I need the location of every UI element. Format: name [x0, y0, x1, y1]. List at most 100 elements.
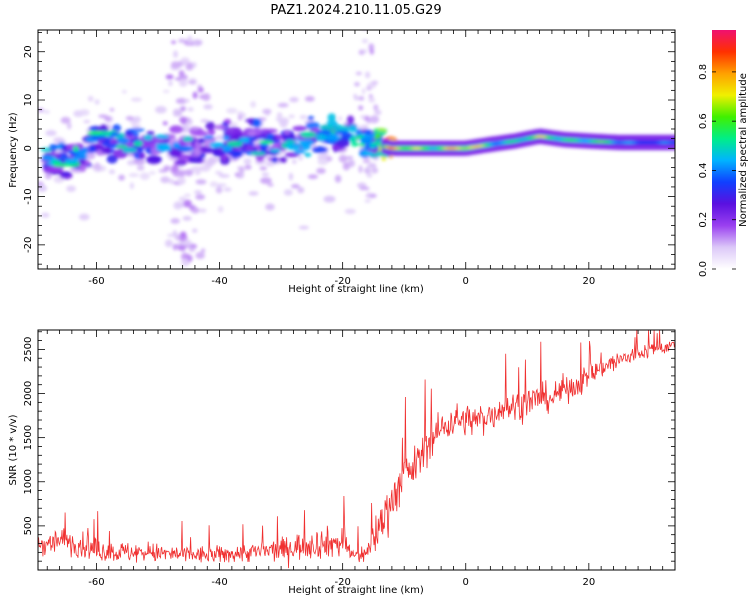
spectrogram-cell	[176, 169, 187, 174]
spectrogram-cell	[322, 151, 329, 156]
spectrogram-cell	[262, 108, 272, 115]
spectrogram-cell	[180, 57, 190, 66]
spectrogram-cell	[359, 136, 371, 144]
spectrogram-cell	[183, 239, 192, 247]
spectrogram-cell	[220, 154, 228, 161]
spectrogram-cell	[168, 178, 175, 185]
spectrogram-cell	[184, 169, 194, 177]
spectrogram-cell	[168, 148, 183, 158]
spectrogram-cell	[319, 124, 336, 131]
spectrogram-cell	[357, 182, 367, 189]
spectrogram-cell	[43, 167, 54, 174]
spectrogram-cell	[72, 145, 79, 152]
spectrogram-cell	[349, 136, 358, 142]
spectrogram-cell	[122, 90, 127, 94]
spectrogram-cell	[180, 106, 186, 112]
spectrogram-cell	[200, 119, 210, 123]
spectrogram-cell	[203, 135, 214, 140]
spectrogram-cell	[182, 216, 192, 221]
spectrogram-cell	[215, 170, 221, 175]
spectrogram-cell	[338, 116, 343, 121]
spectrogram-cell	[359, 142, 366, 147]
spectrogram-cell	[297, 186, 305, 194]
spectrogram-cell	[358, 19, 361, 24]
spectrogram-cell	[131, 123, 141, 129]
spectrogram-frame	[37, 29, 676, 270]
spectrogram-cell	[248, 191, 259, 196]
spectrogram-cell	[195, 179, 207, 185]
spectrogram-cell	[38, 107, 44, 113]
spectrogram-cell	[85, 151, 96, 160]
spectrogram-cell	[271, 156, 278, 164]
spectrogram-cell	[162, 89, 170, 93]
spectrogram-cell	[132, 116, 141, 124]
spectrogram-cell	[355, 71, 362, 76]
spectrogram-cell	[130, 97, 142, 102]
snr-y-tick-label: 2000	[23, 381, 34, 406]
spectrogram-cell	[279, 156, 288, 163]
spectrogram-cell	[61, 171, 71, 177]
spectrogram-cell	[192, 39, 203, 46]
spectrogram-cell	[129, 182, 134, 190]
spectrogram-cell	[83, 120, 91, 124]
spectrogram-cell	[373, 104, 379, 111]
spectrogram-cell	[348, 124, 358, 133]
spectrogram-cell	[226, 140, 243, 147]
spectrogram-cell	[362, 88, 366, 95]
spectrogram-cell	[180, 231, 187, 238]
spectrogram-cell	[344, 208, 356, 215]
spectrogram-cell	[351, 142, 360, 147]
spectrogram-cell	[277, 102, 289, 108]
spectrogram-cell	[170, 61, 181, 69]
spectrogram-cell	[92, 164, 100, 169]
spectrogram-cell	[91, 135, 107, 140]
colorbar-tick-label: 0.8	[698, 64, 709, 80]
spectrogram-cell	[326, 120, 338, 126]
spectrogram-cell	[362, 49, 367, 53]
spectrogram-cell	[173, 50, 179, 58]
spectrogram-cell	[165, 74, 174, 80]
spectrogram-cell	[182, 136, 194, 142]
spectrogram-cell	[215, 186, 223, 194]
spectrogram-cell	[360, 115, 366, 119]
spectrogram-cell	[162, 121, 168, 126]
spectrogram-cell	[358, 165, 363, 174]
spectrogram-cell	[209, 181, 218, 188]
spectrogram-cell	[374, 109, 382, 116]
spectrogram-cell	[265, 162, 272, 166]
snr-y-axis: 500 1000 1500 2000 2500	[23, 331, 675, 571]
colorbar-ticks: 0.0 0.2 0.4 0.6 0.8	[698, 64, 736, 277]
spectrogram-y-tick-label: -20	[23, 237, 34, 253]
spectrogram-cell	[187, 107, 194, 112]
spectrogram-cell	[304, 96, 315, 102]
spectrogram-cell	[244, 164, 252, 170]
spectrogram-cell	[134, 140, 144, 145]
spectrogram-cell	[125, 115, 134, 121]
spectrogram-cell	[250, 151, 266, 156]
spectrogram-cell	[149, 171, 156, 175]
spectrogram-cell	[194, 169, 201, 176]
spectrogram-cell	[209, 141, 225, 148]
spectrogram-cell	[192, 91, 198, 99]
spectrogram-cell	[197, 86, 204, 93]
spectrogram-cell	[346, 156, 354, 160]
spectrogram-panel: -60 -40 -20 0 20 -20 -10 0 10 20 Height of strai…	[8, 19, 676, 295]
spectrogram-cell	[230, 149, 240, 159]
spectrogram-x-tick-label: 20	[582, 276, 595, 287]
spectrogram-cell	[207, 128, 216, 136]
spectrogram-cell	[368, 97, 376, 103]
spectrogram-cell	[193, 190, 202, 195]
spectrogram-cell	[154, 134, 170, 139]
spectrogram-cell	[266, 134, 274, 139]
snr-y-tick-label: 2500	[23, 337, 34, 362]
spectrogram-cell	[72, 154, 88, 160]
spectrogram-cell	[238, 166, 245, 174]
spectrogram-cell	[45, 130, 57, 137]
spectrogram-cell	[292, 159, 297, 164]
spectrogram-cell	[171, 40, 176, 45]
spectrogram-cell	[364, 71, 371, 79]
spectrogram-cell	[183, 199, 192, 208]
spectrogram-cell	[342, 162, 351, 171]
spectrogram-cell	[276, 112, 283, 119]
spectrogram-cell	[334, 174, 342, 183]
